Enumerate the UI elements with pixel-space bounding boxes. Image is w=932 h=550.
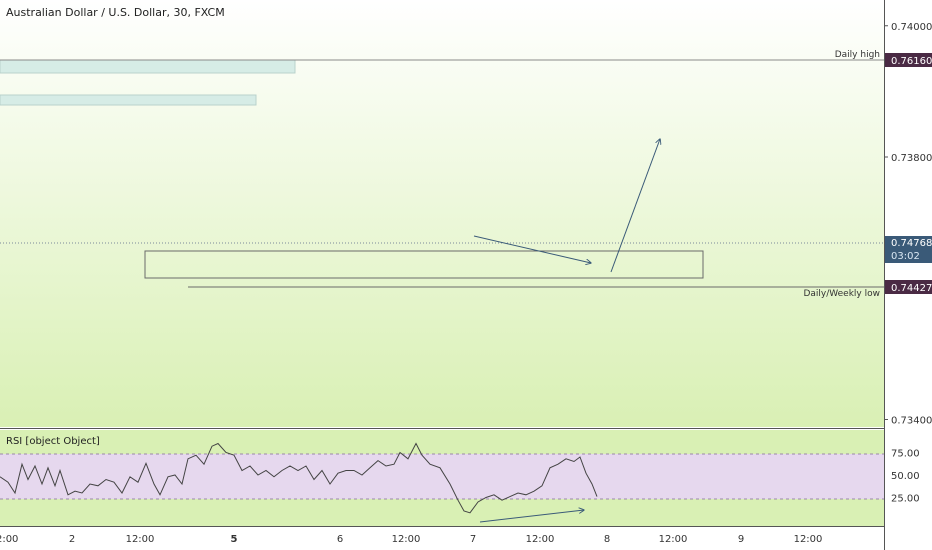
current-price-text: 0.74768 [891, 238, 932, 249]
daily-high-badge-text: 0.76160 [891, 56, 932, 67]
current-price-badge [885, 236, 932, 263]
time-label: 2 [69, 534, 75, 545]
daily-high-label: Daily high [835, 50, 880, 60]
price-divergence-arrow[interactable] [473, 235, 591, 263]
rsi-tick-label: 75.00 [891, 449, 920, 460]
bullish-projection-arrow[interactable] [610, 139, 660, 273]
daily-low-badge [885, 280, 932, 294]
resistance-zone-lower[interactable] [0, 94, 257, 106]
daily-low-label: Daily/Weekly low [803, 289, 880, 299]
daily-low-badge-text: 0.74427 [891, 283, 932, 294]
rsi-tick-label: 50.00 [891, 471, 920, 482]
time-label: 12:00 [526, 534, 555, 545]
rsi-tick-label: 25.00 [891, 494, 920, 505]
time-label: 12:00 [794, 534, 823, 545]
rsi-divergence-arrow[interactable] [479, 510, 584, 523]
daily-high-badge [885, 53, 932, 67]
chart-title: Australian Dollar / U.S. Dollar, 30, FXC… [6, 6, 225, 19]
time-label: 5 [231, 534, 238, 545]
rsi-axis-ticks: 75.00 50.00 25.00 [891, 449, 920, 505]
time-label: 6 [337, 534, 343, 545]
resistance-zone-upper[interactable] [0, 59, 296, 74]
time-axis: 12:00 2 12:00 5 6 12:00 7 12:00 8 12:00 9 12:00 [0, 534, 822, 545]
time-label: 12:00 [126, 534, 155, 545]
time-label: 7 [470, 534, 476, 545]
time-label: 12:00 [392, 534, 421, 545]
time-label: 12:00 [659, 534, 688, 545]
time-label: 8 [604, 534, 610, 545]
price-axis-background[interactable] [884, 0, 932, 550]
price-tick-label: 0.73800 [891, 153, 932, 164]
price-tick-label: 0.74000 [891, 22, 932, 33]
time-label: 9 [738, 534, 744, 545]
rsi-band [0, 454, 884, 499]
rsi-title: RSI [object Object] [6, 436, 100, 447]
time-label: 12:00 [0, 534, 18, 545]
price-tick-label: 0.73400 [891, 416, 932, 427]
support-zone-box[interactable] [144, 250, 704, 279]
countdown-text: 03:02 [891, 251, 920, 262]
rsi-line[interactable] [0, 442, 598, 514]
